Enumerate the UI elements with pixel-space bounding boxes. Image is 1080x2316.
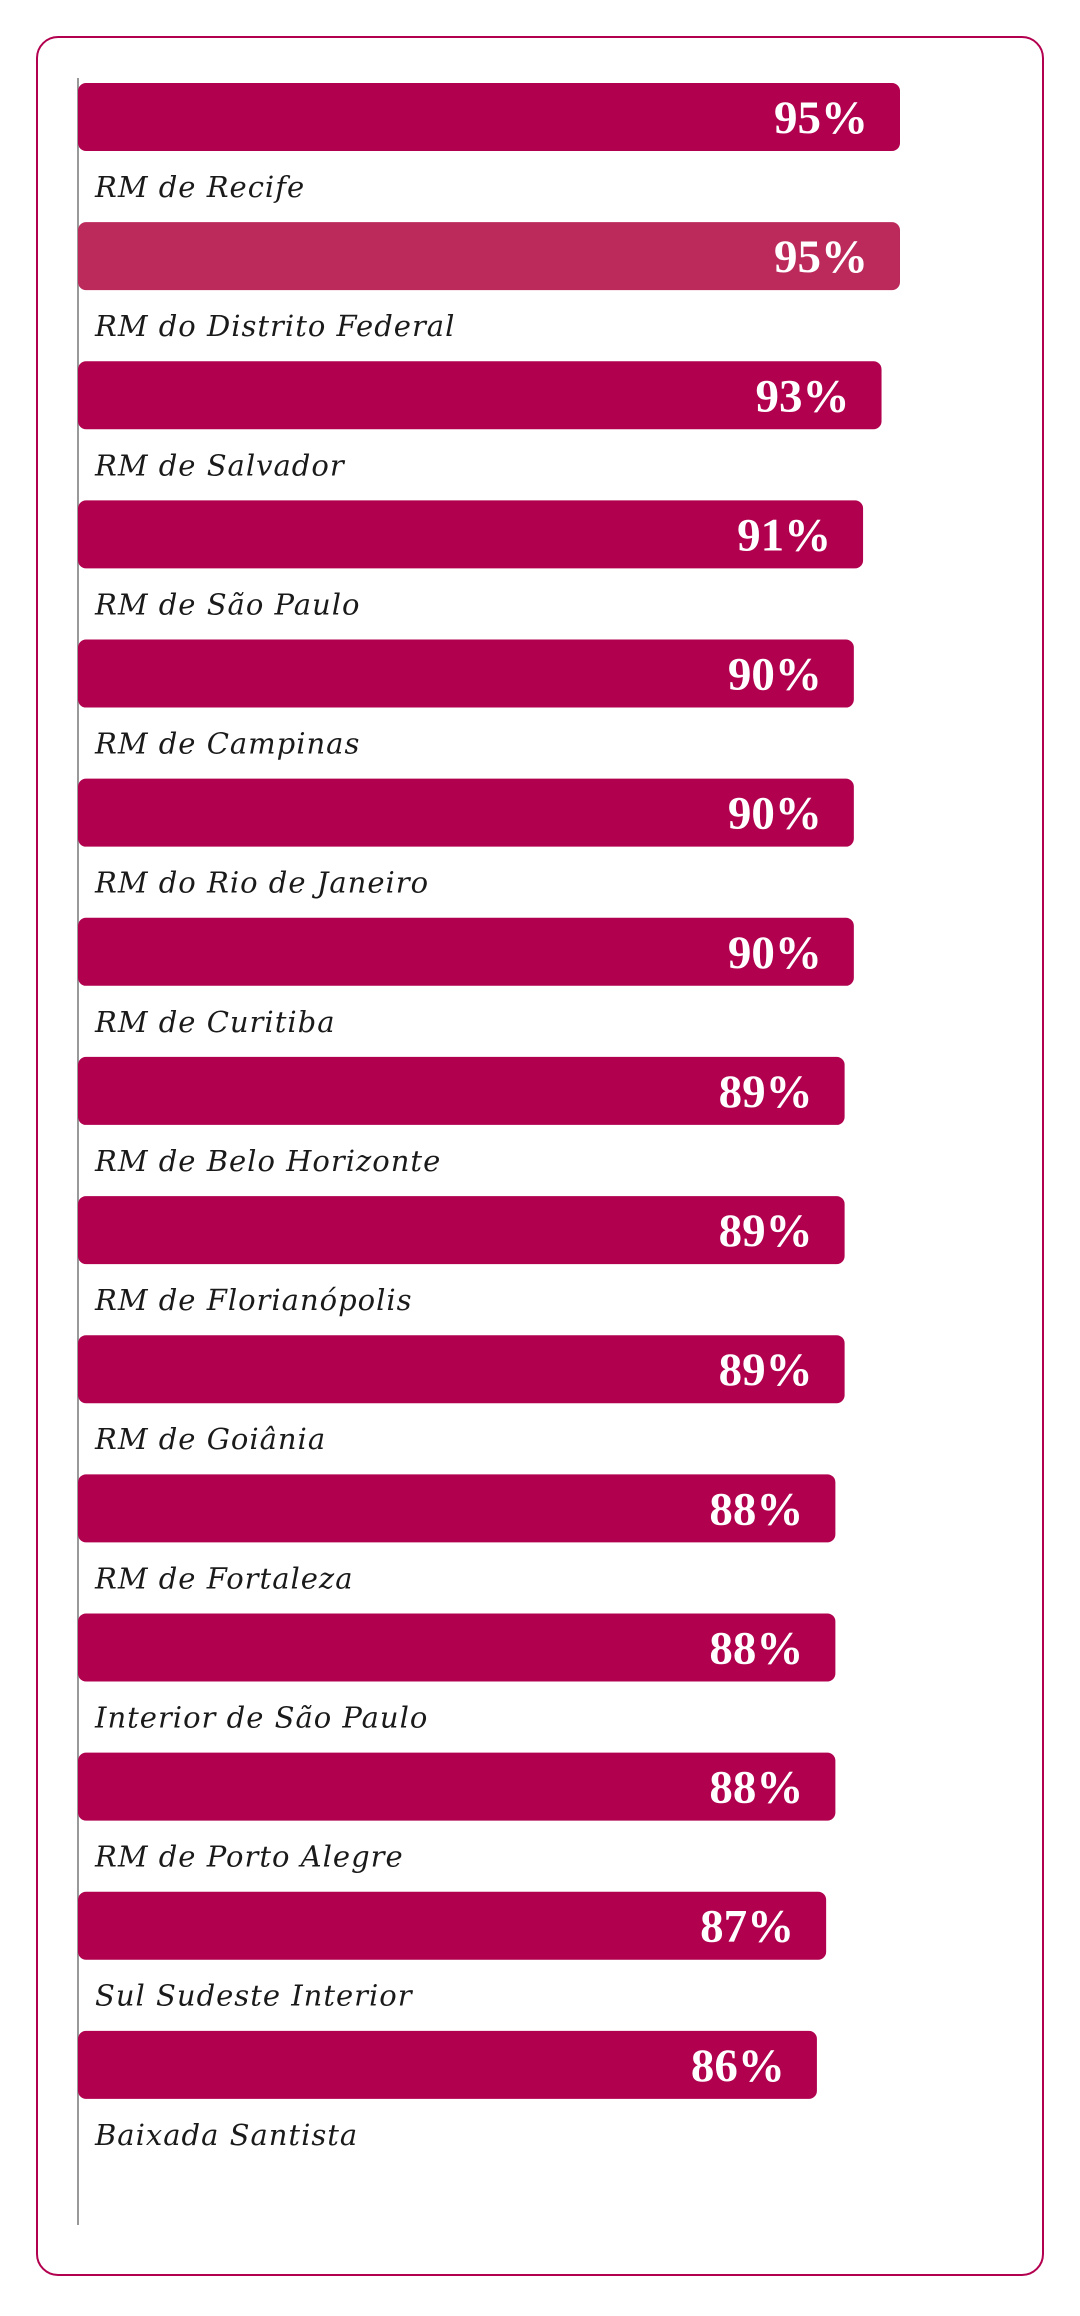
bar-value-label: 90% — [728, 788, 822, 840]
category-label: RM de Porto Alegre — [94, 1840, 404, 1874]
category-label: RM do Distrito Federal — [94, 309, 455, 343]
bar-value-label: 89% — [719, 1066, 813, 1118]
category-label: RM de Fortaleza — [94, 1561, 354, 1595]
bar — [78, 500, 864, 569]
category-label: RM de Curitiba — [94, 1005, 335, 1039]
bar-value-label: 88% — [709, 1483, 803, 1535]
bar — [78, 1474, 836, 1543]
category-label: RM de Salvador — [94, 448, 346, 482]
bar — [78, 1613, 836, 1682]
bar — [78, 1196, 845, 1265]
bar-value-label: 87% — [700, 1901, 794, 1953]
category-label: Sul Sudeste Interior — [95, 1979, 414, 2013]
bar-value-label: 91% — [737, 509, 831, 561]
bar — [78, 778, 854, 847]
bar — [78, 361, 882, 430]
bar — [78, 1891, 827, 1960]
category-label: RM do Rio de Janeiro — [94, 866, 429, 900]
bar — [78, 2030, 817, 2099]
bar-value-label: 90% — [728, 649, 822, 701]
category-label: Baixada Santista — [94, 2118, 358, 2152]
bar-value-label: 88% — [709, 1762, 803, 1814]
category-label: RM de Belo Horizonte — [94, 1144, 441, 1178]
category-label: RM de Campinas — [94, 727, 360, 761]
category-label: RM de Recife — [94, 170, 305, 204]
bar-value-label: 86% — [691, 2040, 785, 2092]
bar-value-label: 89% — [719, 1205, 813, 1257]
bar-value-label: 93% — [756, 370, 850, 422]
bar-value-label: 89% — [719, 1344, 813, 1396]
category-label: RM de Florianópolis — [94, 1283, 413, 1317]
bar — [78, 917, 854, 986]
category-label: RM de Goiânia — [94, 1422, 326, 1456]
category-label: Interior de São Paulo — [94, 1700, 428, 1734]
chart-frame — [36, 36, 1044, 2276]
bar — [78, 1335, 845, 1404]
bar — [78, 83, 900, 151]
bar-value-label: 95% — [774, 231, 868, 283]
bar — [78, 639, 854, 708]
bar — [78, 1056, 845, 1125]
bar-value-label: 95% — [774, 92, 868, 144]
category-label: RM de São Paulo — [94, 587, 360, 621]
bar-value-label: 88% — [709, 1622, 803, 1674]
bar-value-label: 90% — [728, 927, 822, 979]
bar — [78, 1752, 836, 1821]
bar — [78, 222, 900, 291]
